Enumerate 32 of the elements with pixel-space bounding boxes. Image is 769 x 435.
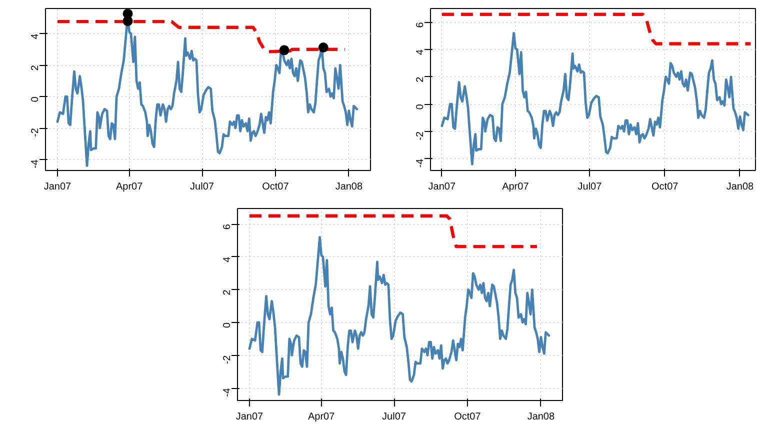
x-tick-label: Jul07 (578, 182, 602, 192)
x-tick-label: Jan07 (428, 182, 456, 192)
x-tick-label: Oct07 (262, 182, 290, 192)
x-tick-label: Oct07 (454, 412, 482, 422)
y-tick-label: 6 (222, 224, 233, 230)
y-tick-label: -2 (30, 128, 41, 137)
x-tick-label: Jul07 (382, 412, 406, 422)
y-tick-label: -4 (222, 388, 233, 397)
y-tick-label: 4 (415, 49, 426, 56)
y-tick-label: 6 (415, 22, 426, 28)
y-tick-label: 2 (222, 289, 233, 296)
x-tick-label: Jan08 (527, 412, 555, 422)
x-tick-label: Jan07 (236, 412, 264, 422)
x-tick-label: Jul07 (190, 182, 214, 192)
x-tick-label: Apr07 (502, 182, 530, 192)
y-tick-label: 2 (415, 76, 426, 82)
x-tick-label: Jan08 (335, 182, 363, 192)
y-tick-label: 2 (30, 64, 41, 71)
x-tick-label: Jan08 (726, 182, 754, 192)
y-tick-label: 0 (415, 104, 426, 110)
y-tick-label: -4 (30, 159, 41, 168)
y-tick-label: -2 (222, 354, 233, 364)
y-tick-label: -2 (415, 130, 426, 140)
y-tick-label: 4 (30, 33, 41, 40)
x-tick-label: Oct07 (652, 182, 679, 192)
y-tick-label: 0 (222, 322, 233, 328)
x-tick-label: Apr07 (116, 182, 144, 192)
y-tick-label: -4 (415, 158, 426, 168)
y-tick-label: 4 (222, 256, 233, 262)
x-tick-label: Apr07 (308, 412, 336, 422)
y-tick-label: 0 (30, 96, 41, 102)
x-tick-label: Jan07 (44, 182, 72, 192)
